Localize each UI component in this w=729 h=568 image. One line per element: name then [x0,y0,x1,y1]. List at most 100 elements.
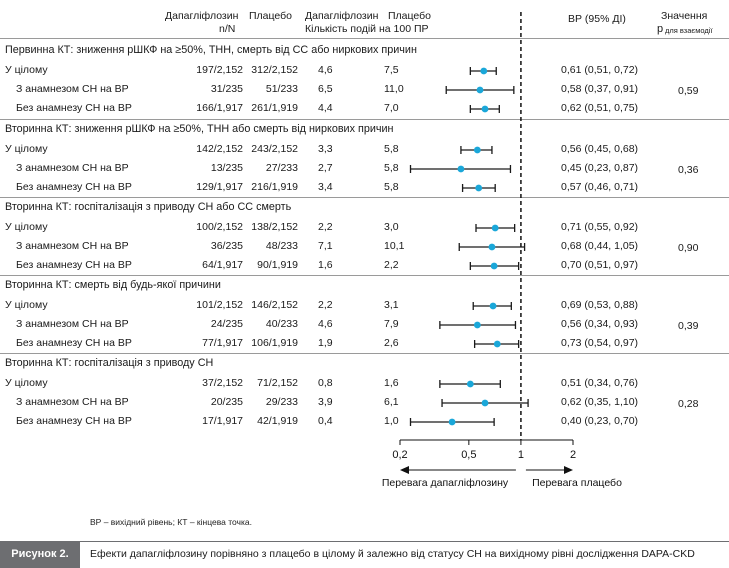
section-title: Вторинна КТ: госпіталізація з приводу СН [5,357,214,369]
row-label: Без анамнезу СН на ВР [16,415,132,427]
row-label: У цілому [5,377,48,389]
rate-dapa: 0,4 [318,415,333,427]
dapa-nN: 129/1,917 [196,181,243,193]
rate-dapa: 3,9 [318,396,333,408]
section-title: Вторинна КТ: зниження рШКФ на ≥50%, ТНН … [5,123,394,135]
figure-caption: Ефекти дапагліфлозину порівняно з плацеб… [90,548,695,560]
hr-ci: 0,58 (0,37, 0,91) [561,83,639,95]
rate-dapa: 3,3 [318,143,333,155]
dapa-nN: 77/1,917 [202,337,243,349]
header-divider-right [540,38,729,39]
hr-ci: 0,51 (0,34, 0,76) [561,377,639,389]
row-label: Без анамнезу СН на ВР [16,259,132,271]
row-label: У цілому [5,221,48,233]
hr-point [481,399,489,407]
hr-ci: 0,56 (0,34, 0,93) [561,318,639,330]
header-rate-sub: Кількість подій на 100 ПР [305,23,429,35]
header-rate-dapa: Дапагліфлозин [305,10,379,22]
hr-ci: 0,62 (0,51, 0,75) [561,102,639,114]
rate-dapa: 2,7 [318,162,333,174]
rate-placebo: 3,0 [384,221,399,233]
dapa-nN: 24/235 [210,318,243,330]
favors-left-arrowhead [400,466,409,474]
hr-point [489,302,497,310]
row-label: Без анамнезу СН на ВР [16,102,132,114]
placebo-nN: 312/2,152 [251,64,298,76]
p-interaction: 0,36 [678,164,699,176]
rate-dapa: 2,2 [318,299,333,311]
hr-ci: 0,61 (0,51, 0,72) [561,64,639,76]
rate-placebo: 7,0 [384,102,399,114]
x-tick-label: 0,2 [392,449,407,461]
dapa-nN: 31/235 [210,83,243,95]
section-divider [0,275,540,276]
p-interaction: 0,39 [678,320,699,332]
row-label: У цілому [5,64,48,76]
placebo-nN: 90/1,919 [257,259,298,271]
hr-ci: 0,70 (0,51, 0,97) [561,259,639,271]
hr-point [480,67,488,75]
section-divider-right [540,119,729,120]
placebo-nN: 106/1,919 [251,337,298,349]
header-p-sub: для взаємодії [665,26,713,35]
hr-point [473,146,481,154]
dapa-nN: 17/1,917 [202,415,243,427]
section-title: Вторинна КТ: госпіталізація з приводу СН… [5,201,292,213]
row-label: У цілому [5,299,48,311]
placebo-nN: 138/2,152 [251,221,298,233]
dapa-nN: 100/2,152 [196,221,243,233]
section-divider [0,197,540,198]
hr-point [488,243,496,251]
hr-point [473,321,481,329]
hr-ci: 0,73 (0,54, 0,97) [561,337,639,349]
dapa-nN: 101/2,152 [196,299,243,311]
header-divider [0,38,540,39]
rate-placebo: 2,6 [384,337,399,349]
dapa-nN: 37/2,152 [202,377,243,389]
p-interaction: 0,90 [678,242,699,254]
hr-ci: 0,71 (0,55, 0,92) [561,221,639,233]
hr-ci: 0,69 (0,53, 0,88) [561,299,639,311]
p-interaction: 0,28 [678,398,699,410]
row-label: З анамнезом СН на ВР [16,240,129,252]
hr-point [490,262,498,270]
placebo-nN: 261/1,919 [251,102,298,114]
header-nN: n/N [219,23,236,35]
rate-placebo: 5,8 [384,181,399,193]
hr-point [481,105,489,113]
rate-placebo: 7,5 [384,64,399,76]
rate-dapa: 6,5 [318,83,333,95]
rate-placebo: 11,0 [384,83,404,95]
header-hr: ВР (95% ДІ) [568,13,626,25]
dapa-nN: 197/2,152 [196,64,243,76]
rate-placebo: 10,1 [384,240,405,252]
rate-dapa: 4,6 [318,64,333,76]
placebo-nN: 243/2,152 [251,143,298,155]
hr-ci: 0,62 (0,35, 1,10) [561,396,639,408]
row-label: З анамнезом СН на ВР [16,396,129,408]
row-label: Без анамнезу СН на ВР [16,337,132,349]
hr-point [457,165,465,173]
hr-ci: 0,68 (0,44, 1,05) [561,240,639,252]
placebo-nN: 216/1,919 [251,181,298,193]
favors-right-label: Перевага плацебо [532,477,622,489]
section-divider [0,353,540,354]
caption-bar [0,535,729,568]
rate-dapa: 1,6 [318,259,333,271]
hr-ci: 0,56 (0,45, 0,68) [561,143,639,155]
dapa-nN: 36/235 [210,240,243,252]
favors-left-label: Перевага дапагліфлозину [382,477,509,489]
row-label: Без анамнезу СН на ВР [16,181,132,193]
rate-dapa: 7,1 [318,240,333,252]
section-divider-right [540,275,729,276]
placebo-nN: 29/233 [265,396,298,408]
placebo-nN: 71/2,152 [257,377,298,389]
rate-placebo: 5,8 [384,143,399,155]
hr-point [466,380,474,388]
dapa-nN: 20/235 [210,396,243,408]
header-p: Значення [661,10,708,22]
row-label: У цілому [5,143,48,155]
placebo-nN: 48/233 [265,240,298,252]
rate-placebo: 6,1 [384,396,399,408]
hr-ci: 0,40 (0,23, 0,70) [561,415,639,427]
